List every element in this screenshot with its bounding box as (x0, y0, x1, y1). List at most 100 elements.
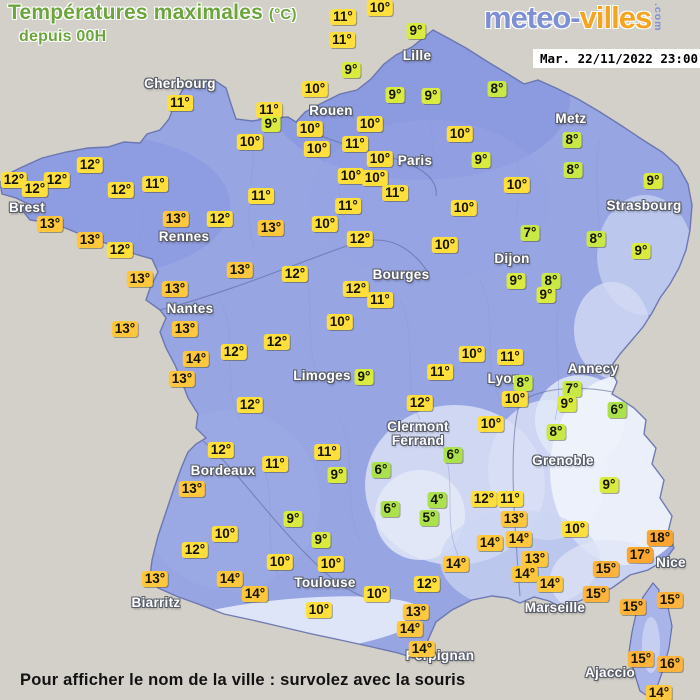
temp-badge[interactable]: 11° (342, 136, 368, 152)
temp-badge[interactable]: 10° (366, 0, 394, 16)
temp-badge[interactable]: 9° (341, 62, 361, 78)
temp-badge[interactable]: 12° (106, 242, 134, 258)
temp-badge[interactable]: 14° (182, 351, 210, 367)
temp-badge[interactable]: 10° (301, 81, 329, 97)
temp-badge[interactable]: 10° (431, 237, 459, 253)
temp-badge[interactable]: 13° (226, 262, 254, 278)
temp-badge[interactable]: 15° (582, 586, 610, 602)
temp-badge[interactable]: 9° (406, 23, 426, 39)
temp-badge[interactable]: 11° (256, 102, 282, 118)
temp-badge[interactable]: 10° (266, 554, 294, 570)
temp-badge[interactable]: 11° (497, 491, 523, 507)
temp-badge[interactable]: 6° (371, 462, 391, 478)
temp-badge[interactable]: 12° (181, 542, 209, 558)
temp-badge[interactable]: 11° (497, 349, 523, 365)
temp-badge[interactable]: 10° (450, 200, 478, 216)
temp-badge[interactable]: 12° (206, 211, 234, 227)
temp-badge[interactable]: 10° (296, 121, 324, 137)
temp-badge[interactable]: 8° (563, 162, 583, 178)
temp-badge[interactable]: 11° (330, 9, 356, 25)
temp-badge[interactable]: 9° (471, 152, 491, 168)
temp-badge[interactable]: 12° (470, 491, 498, 507)
temp-badge[interactable]: 14° (442, 556, 470, 572)
temp-badge[interactable]: 9° (327, 467, 347, 483)
temp-badge[interactable]: 10° (337, 168, 365, 184)
temp-badge[interactable]: 13° (402, 604, 430, 620)
temp-badge[interactable]: 8° (546, 424, 566, 440)
temp-badge[interactable]: 4° (427, 492, 447, 508)
temp-badge[interactable]: 9° (385, 87, 405, 103)
temp-badge[interactable]: 11° (427, 364, 453, 380)
temp-badge[interactable]: 13° (76, 232, 104, 248)
temp-badge[interactable]: 15° (592, 561, 620, 577)
temp-badge[interactable]: 8° (513, 375, 533, 391)
temp-badge[interactable]: 9° (421, 88, 441, 104)
temp-badge[interactable]: 6° (443, 447, 463, 463)
temp-badge[interactable]: 10° (211, 526, 239, 542)
temp-badge[interactable]: 13° (171, 321, 199, 337)
temp-badge[interactable]: 12° (263, 334, 291, 350)
temp-badge[interactable]: 11° (262, 456, 288, 472)
temp-badge[interactable]: 7° (562, 381, 582, 397)
temp-badge[interactable]: 8° (541, 273, 561, 289)
temp-badge[interactable]: 9° (311, 532, 331, 548)
temp-badge[interactable]: 10° (363, 586, 391, 602)
temp-badge[interactable]: 13° (257, 220, 285, 236)
temp-badge[interactable]: 17° (626, 547, 654, 563)
temp-badge[interactable]: 10° (356, 116, 384, 132)
temp-badge[interactable]: 13° (178, 481, 206, 497)
temp-badge[interactable]: 12° (413, 576, 441, 592)
temp-badge[interactable]: 12° (76, 157, 104, 173)
temp-badge[interactable]: 14° (511, 566, 539, 582)
temp-badge[interactable]: 11° (367, 292, 393, 308)
temp-badge[interactable]: 12° (207, 442, 235, 458)
temp-badge[interactable]: 9° (283, 511, 303, 527)
temp-badge[interactable]: 9° (261, 116, 281, 132)
temp-badge[interactable]: 14° (396, 621, 424, 637)
temp-badge[interactable]: 10° (236, 134, 264, 150)
temp-badge[interactable]: 18° (646, 530, 674, 546)
temp-badge[interactable]: 14° (536, 576, 564, 592)
temp-badge[interactable]: 12° (43, 172, 71, 188)
temp-badge[interactable]: 13° (168, 371, 196, 387)
temp-badge[interactable]: 13° (126, 271, 154, 287)
temp-badge[interactable]: 10° (501, 391, 529, 407)
temp-badge[interactable]: 10° (561, 521, 589, 537)
temp-badge[interactable]: 10° (366, 151, 394, 167)
temp-badge[interactable]: 15° (656, 592, 684, 608)
temp-badge[interactable]: 10° (458, 346, 486, 362)
temp-badge[interactable]: 5° (419, 510, 439, 526)
temp-badge[interactable]: 9° (599, 477, 619, 493)
temp-badge[interactable]: 10° (305, 602, 333, 618)
temp-badge[interactable]: 12° (236, 397, 264, 413)
temp-badge[interactable]: 9° (536, 287, 556, 303)
temp-badge[interactable]: 13° (141, 571, 169, 587)
temp-badge[interactable]: 11° (329, 32, 355, 48)
temp-badge[interactable]: 13° (500, 511, 528, 527)
temp-badge[interactable]: 11° (335, 198, 361, 214)
temp-badge[interactable]: 10° (503, 177, 531, 193)
temp-badge[interactable]: 11° (382, 185, 408, 201)
temp-badge[interactable]: 7° (520, 225, 540, 241)
temp-badge[interactable]: 15° (619, 599, 647, 615)
temp-badge[interactable]: 14° (505, 531, 533, 547)
temp-badge[interactable]: 8° (586, 231, 606, 247)
temp-badge[interactable]: 14° (216, 571, 244, 587)
temp-badge[interactable]: 11° (167, 95, 193, 111)
temp-badge[interactable]: 10° (303, 141, 331, 157)
temp-badge[interactable]: 12° (406, 395, 434, 411)
temp-badge[interactable]: 10° (477, 416, 505, 432)
temp-badge[interactable]: 8° (487, 81, 507, 97)
temp-badge[interactable]: 12° (107, 182, 135, 198)
temp-badge[interactable]: 6° (380, 501, 400, 517)
temp-badge[interactable]: 10° (311, 216, 339, 232)
temp-badge[interactable]: 11° (248, 188, 274, 204)
temp-badge[interactable]: 14° (408, 641, 436, 657)
temp-badge[interactable]: 9° (506, 273, 526, 289)
temp-badge[interactable]: 10° (361, 170, 389, 186)
temp-badge[interactable]: 6° (607, 402, 627, 418)
temp-badge[interactable]: 15° (627, 651, 655, 667)
temp-badge[interactable]: 13° (161, 281, 189, 297)
temp-badge[interactable]: 12° (281, 266, 309, 282)
temp-badge[interactable]: 9° (354, 369, 374, 385)
